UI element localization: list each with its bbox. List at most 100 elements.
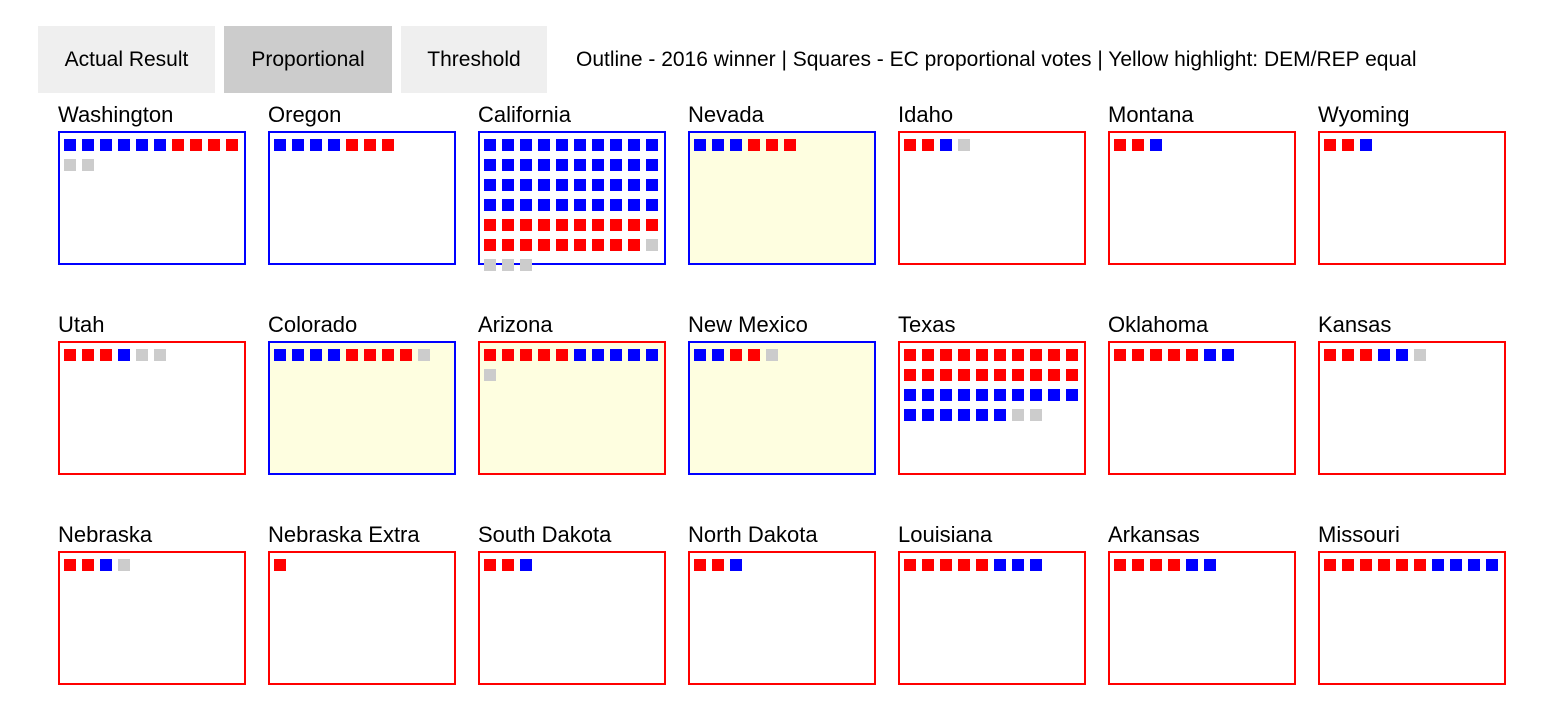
rep-vote-square xyxy=(1414,559,1426,571)
dem-vote-square xyxy=(592,139,604,151)
rep-vote-square xyxy=(628,219,640,231)
rep-vote-square xyxy=(922,369,934,381)
rep-vote-square xyxy=(646,219,658,231)
dem-vote-square xyxy=(502,199,514,211)
other-vote-square xyxy=(958,139,970,151)
rep-vote-square xyxy=(694,559,706,571)
dem-vote-square xyxy=(574,349,586,361)
rep-vote-square xyxy=(226,139,238,151)
state-card: Louisiana xyxy=(898,521,1086,685)
rep-vote-square xyxy=(1048,369,1060,381)
rep-vote-square xyxy=(958,349,970,361)
dem-vote-square xyxy=(274,349,286,361)
dem-vote-square xyxy=(628,139,640,151)
state-name: Louisiana xyxy=(898,522,993,547)
rep-vote-square xyxy=(64,559,76,571)
rep-vote-square xyxy=(346,139,358,151)
dem-vote-square xyxy=(1048,389,1060,401)
state-box xyxy=(478,341,666,475)
dem-vote-square xyxy=(994,409,1006,421)
dem-vote-square xyxy=(592,179,604,191)
rep-vote-square xyxy=(100,349,112,361)
rep-vote-square xyxy=(538,239,550,251)
rep-vote-square xyxy=(502,559,514,571)
dem-vote-square xyxy=(940,409,952,421)
state-box xyxy=(1318,131,1506,265)
dem-vote-square xyxy=(610,179,622,191)
rep-vote-square xyxy=(208,139,220,151)
dem-vote-square xyxy=(100,559,112,571)
dem-vote-square xyxy=(940,389,952,401)
rep-vote-square xyxy=(976,559,988,571)
rep-vote-square xyxy=(364,139,376,151)
state-card: Kansas xyxy=(1318,311,1506,475)
dem-vote-square xyxy=(646,349,658,361)
other-vote-square xyxy=(82,159,94,171)
state-name: Oklahoma xyxy=(1108,312,1209,337)
dem-vote-square xyxy=(610,139,622,151)
rep-vote-square xyxy=(1324,559,1336,571)
dem-vote-square xyxy=(502,139,514,151)
other-vote-square xyxy=(766,349,778,361)
dem-vote-square xyxy=(1186,559,1198,571)
dem-vote-square xyxy=(1360,139,1372,151)
dem-vote-square xyxy=(538,159,550,171)
dem-vote-square xyxy=(1030,389,1042,401)
dem-vote-square xyxy=(502,179,514,191)
state-card: Idaho xyxy=(898,101,1086,265)
state-card: Nebraska xyxy=(58,521,246,685)
state-card: Missouri xyxy=(1318,521,1506,685)
dem-vote-square xyxy=(502,159,514,171)
other-vote-square xyxy=(484,259,496,271)
state-card: North Dakota xyxy=(688,521,876,685)
rep-vote-square xyxy=(520,349,532,361)
tab-proportional[interactable]: Proportional xyxy=(224,26,392,93)
rep-vote-square xyxy=(1342,349,1354,361)
state-name: California xyxy=(478,102,571,127)
rep-vote-square xyxy=(922,559,934,571)
rep-vote-square xyxy=(1168,349,1180,361)
rep-vote-square xyxy=(904,349,916,361)
state-name: New Mexico xyxy=(688,312,808,337)
other-vote-square xyxy=(64,159,76,171)
state-card: Oregon xyxy=(268,101,456,265)
dem-vote-square xyxy=(610,199,622,211)
other-vote-square xyxy=(154,349,166,361)
state-card: Colorado xyxy=(268,311,456,475)
state-name: North Dakota xyxy=(688,522,818,547)
dem-vote-square xyxy=(1066,389,1078,401)
dem-vote-square xyxy=(1396,349,1408,361)
rep-vote-square xyxy=(904,369,916,381)
state-name: Oregon xyxy=(268,102,342,127)
rep-vote-square xyxy=(592,239,604,251)
rep-vote-square xyxy=(574,239,586,251)
tab-threshold[interactable]: Threshold xyxy=(401,26,547,93)
tab-actual-result[interactable]: Actual Result xyxy=(38,26,215,93)
rep-vote-square xyxy=(1114,559,1126,571)
dem-vote-square xyxy=(1204,349,1216,361)
rep-vote-square xyxy=(1114,349,1126,361)
dem-vote-square xyxy=(994,389,1006,401)
rep-vote-square xyxy=(274,559,286,571)
state-card: Nebraska Extra xyxy=(268,521,456,685)
dem-vote-square xyxy=(328,349,340,361)
dem-vote-square xyxy=(592,349,604,361)
dem-vote-square xyxy=(574,159,586,171)
state-box xyxy=(688,341,876,475)
state-name: Texas xyxy=(898,312,956,337)
dem-vote-square xyxy=(1012,559,1024,571)
dem-vote-square xyxy=(1450,559,1462,571)
state-name: Utah xyxy=(58,312,105,337)
dem-vote-square xyxy=(118,139,130,151)
dem-vote-square xyxy=(1012,389,1024,401)
dem-vote-square xyxy=(958,389,970,401)
dem-vote-square xyxy=(994,559,1006,571)
rep-vote-square xyxy=(1114,139,1126,151)
state-card: Texas xyxy=(898,311,1086,475)
rep-vote-square xyxy=(538,349,550,361)
other-vote-square xyxy=(118,559,130,571)
rep-vote-square xyxy=(958,559,970,571)
state-box xyxy=(898,551,1086,685)
rep-vote-square xyxy=(940,559,952,571)
dem-vote-square xyxy=(154,139,166,151)
